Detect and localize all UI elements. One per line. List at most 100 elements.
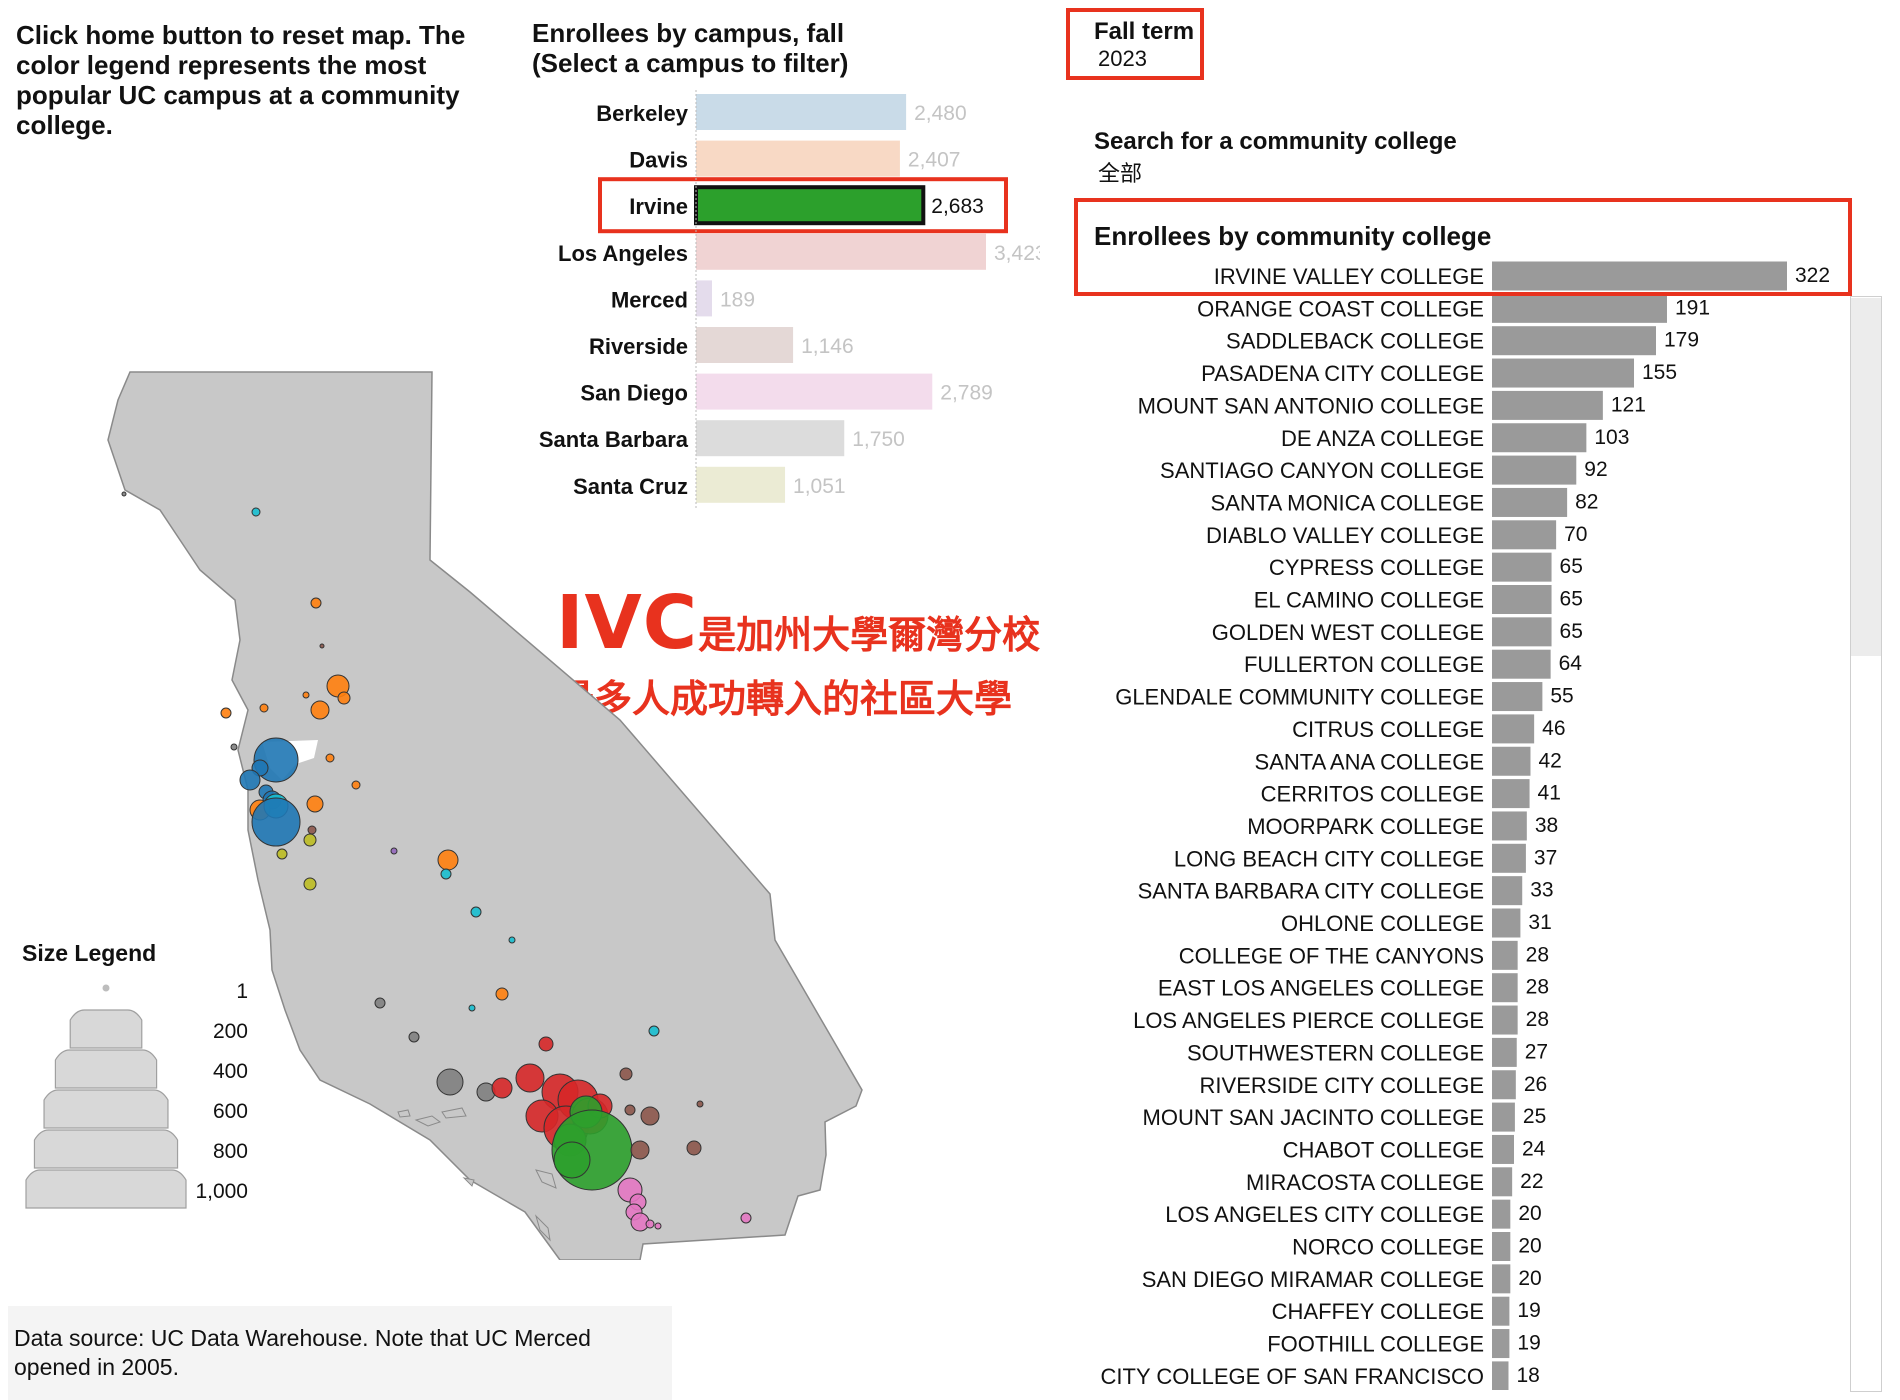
cc-label-chaffey-college[interactable]: CHAFFEY COLLEGE [1272, 1299, 1484, 1324]
campus-bar-chart[interactable]: Berkeley 2,480 Davis 2,407 Irvine 2,683 Los An… [520, 90, 1040, 520]
cc-bar-moorpark-college[interactable] [1492, 811, 1527, 841]
cc-bar-glendale-community-college[interactable] [1492, 682, 1543, 712]
college-marker[interactable] [303, 877, 317, 891]
cc-label-foothill-college[interactable]: FOOTHILL COLLEGE [1267, 1332, 1484, 1357]
college-marker[interactable] [696, 1100, 704, 1108]
campus-bar-davis[interactable] [696, 140, 900, 177]
cc-label-norco-college[interactable]: NORCO COLLEGE [1292, 1235, 1484, 1260]
cc-bar-east-los-angeles-college[interactable] [1492, 973, 1518, 1003]
cc-label-citrus-college[interactable]: CITRUS COLLEGE [1292, 717, 1484, 742]
college-marker[interactable] [302, 691, 310, 699]
cc-label-east-los-angeles-college[interactable]: EAST LOS ANGELES COLLEGE [1158, 976, 1484, 1001]
cc-bar-santiago-canyon-college[interactable] [1492, 455, 1577, 485]
cc-bar-citrus-college[interactable] [1492, 714, 1535, 744]
cc-label-mount-san-antonio-college[interactable]: MOUNT SAN ANTONIO COLLEGE [1138, 393, 1484, 418]
cc-label-santiago-canyon-college[interactable]: SANTIAGO CANYON COLLEGE [1160, 458, 1484, 483]
cc-label-city-college-of-san-francisco[interactable]: CITY COLLEGE OF SAN FRANCISCO [1101, 1364, 1484, 1389]
cc-bar-santa-monica-college[interactable] [1492, 487, 1568, 517]
cc-bar-mount-san-antonio-college[interactable] [1492, 390, 1603, 420]
college-marker[interactable] [624, 1104, 636, 1116]
cc-label-pasadena-city-college[interactable]: PASADENA CITY COLLEGE [1201, 361, 1484, 386]
cc-bar-pasadena-city-college[interactable] [1492, 358, 1635, 388]
cc-label-de-anza-college[interactable]: DE ANZA COLLEGE [1281, 426, 1484, 451]
cc-bar-de-anza-college[interactable] [1492, 423, 1587, 453]
cc-bar-los-angeles-city-college[interactable] [1492, 1199, 1511, 1229]
college-marker[interactable] [630, 1140, 650, 1160]
campus-bar-santa-barbara[interactable] [696, 420, 845, 457]
college-marker[interactable] [251, 507, 261, 517]
campus-bar-berkeley[interactable] [696, 94, 907, 130]
college-marker[interactable] [645, 1219, 655, 1229]
cc-label-college-of-the-canyons[interactable]: COLLEGE OF THE CANYONS [1179, 943, 1484, 968]
college-marker[interactable] [437, 849, 459, 871]
college-marker[interactable] [310, 700, 330, 720]
cc-label-santa-ana-college[interactable]: SANTA ANA COLLEGE [1255, 749, 1484, 774]
campus-label-san-diego[interactable]: San Diego [580, 381, 688, 406]
college-marker[interactable] [390, 847, 398, 855]
college-marker[interactable] [553, 1141, 591, 1179]
college-marker[interactable] [303, 833, 317, 847]
campus-label-davis[interactable]: Davis [629, 148, 688, 173]
college-marker[interactable] [121, 491, 127, 497]
cc-label-glendale-community-college[interactable]: GLENDALE COMMUNITY COLLEGE [1115, 685, 1484, 710]
search-college-select[interactable]: 全部 [1098, 161, 1143, 186]
campus-label-merced[interactable]: Merced [611, 287, 688, 312]
cc-bar-city-college-of-san-francisco[interactable] [1492, 1361, 1509, 1390]
cc-label-san-diego-miramar-college[interactable]: SAN DIEGO MIRAMAR COLLEGE [1142, 1267, 1484, 1292]
cc-label-diablo-valley-college[interactable]: DIABLO VALLEY COLLEGE [1206, 523, 1484, 548]
cc-bar-cypress-college[interactable] [1492, 552, 1552, 582]
college-marker[interactable] [468, 1004, 476, 1012]
college-marker[interactable] [654, 1222, 662, 1230]
college-marker[interactable] [436, 1068, 464, 1096]
california-map[interactable]: 1 200 400 600 800 1,000 [0, 360, 880, 1260]
cc-bar-santa-barbara-city-college[interactable] [1492, 876, 1523, 906]
college-marker[interactable] [408, 1031, 420, 1043]
cc-label-fullerton-college[interactable]: FULLERTON COLLEGE [1244, 652, 1484, 677]
cc-label-santa-monica-college[interactable]: SANTA MONICA COLLEGE [1211, 490, 1484, 515]
cc-bar-el-camino-college[interactable] [1492, 585, 1552, 614]
cc-bar-chaffey-college[interactable] [1492, 1296, 1510, 1326]
cc-bar-mount-san-jacinto-college[interactable] [1492, 1102, 1515, 1132]
cc-bar-saddleback-college[interactable] [1492, 326, 1656, 356]
cc-bar-los-angeles-pierce-college[interactable] [1492, 1005, 1518, 1035]
cc-bar-norco-college[interactable] [1492, 1232, 1511, 1261]
college-marker[interactable] [508, 936, 516, 944]
cc-bar-golden-west-college[interactable] [1492, 617, 1552, 647]
cc-label-riverside-city-college[interactable]: RIVERSIDE CITY COLLEGE [1200, 1073, 1484, 1098]
campus-bar-san-diego[interactable] [696, 373, 933, 410]
college-markers[interactable] [121, 491, 752, 1232]
cc-bar-riverside-city-college[interactable] [1492, 1070, 1516, 1100]
cc-label-santa-barbara-city-college[interactable]: SANTA BARBARA CITY COLLEGE [1138, 879, 1484, 904]
college-marker[interactable] [374, 997, 386, 1009]
cc-label-ohlone-college[interactable]: OHLONE COLLEGE [1281, 911, 1484, 936]
cc-label-cypress-college[interactable]: CYPRESS COLLEGE [1269, 555, 1484, 580]
cc-bar-orange-coast-college[interactable] [1492, 293, 1667, 323]
college-marker[interactable] [495, 987, 509, 1001]
campus-label-berkeley[interactable]: Berkeley [596, 101, 689, 126]
campus-bar-merced[interactable] [696, 280, 713, 317]
cc-bar-ohlone-college[interactable] [1492, 908, 1521, 938]
cc-bar-cerritos-college[interactable] [1492, 779, 1530, 809]
college-marker[interactable] [239, 769, 261, 791]
cc-label-cerritos-college[interactable]: CERRITOS COLLEGE [1261, 782, 1484, 807]
college-marker[interactable] [337, 691, 351, 705]
college-marker[interactable] [307, 825, 317, 835]
cc-bar-fullerton-college[interactable] [1492, 649, 1551, 679]
campus-bar-los-angeles[interactable] [696, 233, 986, 270]
cc-bar-miracosta-college[interactable] [1492, 1167, 1513, 1197]
cc-label-irvine-valley-college[interactable]: IRVINE VALLEY COLLEGE [1214, 264, 1484, 289]
fall-term-select[interactable]: 2023 [1098, 46, 1147, 71]
college-marker[interactable] [319, 643, 325, 649]
cc-label-los-angeles-pierce-college[interactable]: LOS ANGELES PIERCE COLLEGE [1133, 1008, 1484, 1033]
college-marker[interactable] [276, 848, 288, 860]
college-marker[interactable] [259, 703, 269, 713]
college-marker[interactable] [306, 795, 324, 813]
college-marker[interactable] [686, 1140, 702, 1156]
cc-bar-irvine-valley-college[interactable] [1492, 261, 1787, 291]
campus-label-irvine[interactable]: Irvine [629, 194, 688, 219]
cc-bar-college-of-the-canyons[interactable] [1492, 940, 1518, 970]
community-college-bar-chart[interactable]: IRVINE VALLEY COLLEGE 322 ORANGE COAST COL… [1080, 256, 1850, 1390]
cc-label-long-beach-city-college[interactable]: LONG BEACH CITY COLLEGE [1174, 846, 1484, 871]
college-marker[interactable] [538, 1036, 554, 1052]
cc-label-los-angeles-city-college[interactable]: LOS ANGELES CITY COLLEGE [1165, 1202, 1484, 1227]
